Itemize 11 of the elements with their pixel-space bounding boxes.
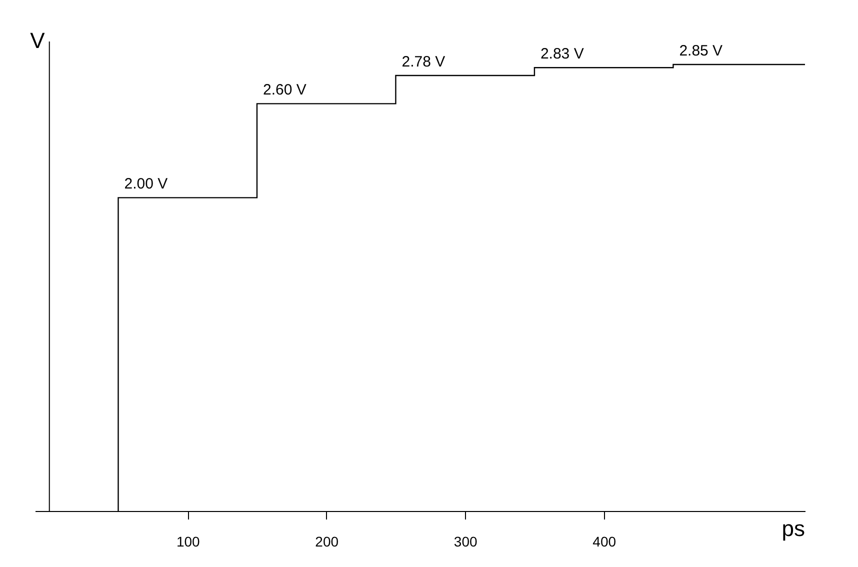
x-tick-label: 400 (592, 534, 616, 550)
data-label: 2.78 V (402, 53, 446, 70)
x-tick-label: 300 (454, 534, 478, 550)
data-label: 2.60 V (262, 82, 306, 99)
data-label: 2.85 V (679, 42, 723, 60)
x-tick-label: 200 (315, 534, 339, 550)
x-tick-label: 100 (176, 534, 200, 550)
data-label: 2.83 V (540, 46, 584, 63)
x-axis-title: ps (782, 516, 805, 541)
y-axis-title: V (30, 28, 46, 53)
data-label: 2.00 V (124, 176, 168, 193)
